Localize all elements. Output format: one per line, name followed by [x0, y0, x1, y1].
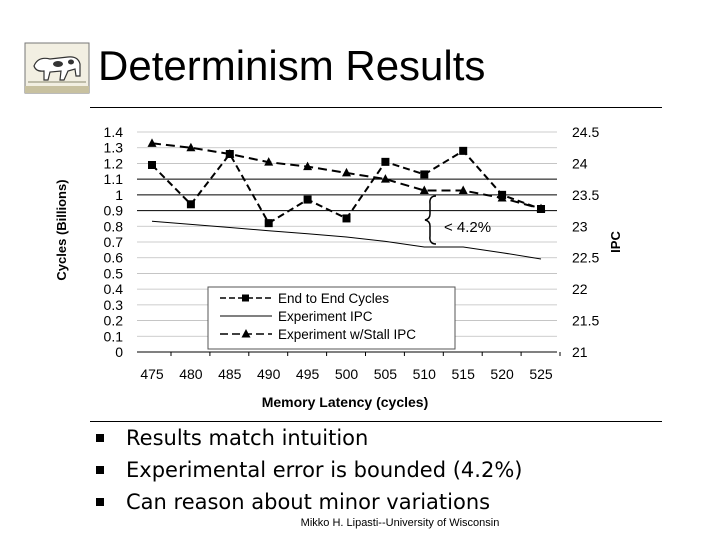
data-point-triangle [419, 185, 429, 194]
bullet-list: Results match intuition Experimental err… [96, 423, 522, 519]
y-tick-label: 0.3 [104, 297, 124, 313]
data-point-triangle [536, 203, 546, 213]
legend-label: Experiment w/Stall IPC [278, 327, 416, 342]
bullet-text: Experimental error is bounded (4.2%) [126, 458, 523, 482]
y-tick-label: 0.5 [104, 265, 124, 281]
bullet-text: Results match intuition [126, 426, 369, 450]
data-point-triangle [225, 149, 235, 158]
y-tick-label: 1.3 [104, 140, 124, 156]
y2-tick-label: 23.5 [572, 187, 599, 203]
chart-legend: End to End Cycles Experiment IPC Experimen… [207, 286, 456, 350]
y-tick-label: 1.1 [104, 171, 124, 187]
y2-tick-label: 21.5 [572, 313, 599, 329]
slide-footer: Mikko H. Lipasti--University of Wisconsi… [300, 517, 500, 529]
data-point-triangle [342, 167, 351, 177]
error-annotation: < 4.2% [444, 219, 491, 236]
y-tick-label: 1.2 [104, 155, 124, 171]
data-point-triangle [380, 174, 390, 183]
data-point-triangle [264, 157, 274, 166]
x-tick-label: 490 [257, 366, 281, 382]
bullet-item: Results match intuition [96, 423, 522, 455]
x-tick-label: 505 [374, 366, 398, 382]
y2-tick-label: 21 [572, 344, 588, 360]
bullet-square-icon [96, 498, 104, 506]
y-tick-label: 1 [115, 187, 123, 203]
error-brace [424, 195, 437, 245]
y-tick-label: 0.1 [104, 328, 124, 344]
y2-axis-label: IPC [608, 231, 623, 253]
bullet-item: Experimental error is bounded (4.2%) [96, 455, 522, 487]
bullet-square-icon [96, 434, 104, 442]
y-tick-label: 0.9 [104, 203, 124, 219]
x-tick-label: 475 [140, 366, 164, 382]
bullet-square-icon [96, 466, 104, 474]
bullet-text: Can reason about minor variations [126, 490, 491, 514]
data-point-square [148, 161, 156, 169]
y2-tick-label: 23 [572, 218, 588, 234]
right-axis-ticks: 21 21.5 22 22.5 23 23.5 24 24.5 [572, 124, 599, 360]
data-point-square [342, 214, 351, 223]
y2-tick-label: 24 [572, 155, 588, 171]
cow-logo-icon [24, 42, 90, 94]
data-point-square [186, 200, 195, 209]
y2-tick-label: 22.5 [572, 250, 599, 266]
x-tick-label: 495 [296, 366, 320, 382]
x-axis-label: Memory Latency (cycles) [262, 394, 429, 410]
series-line [151, 149, 542, 225]
legend-marker-square [242, 294, 249, 302]
data-point-square [381, 157, 390, 166]
data-point-square [264, 219, 273, 228]
x-tick-label: 480 [179, 366, 203, 382]
x-tick-label: 485 [218, 366, 242, 382]
data-point-triangle [458, 185, 468, 194]
x-tick-label: 510 [413, 366, 437, 382]
chart-divider [90, 421, 662, 422]
left-axis-ticks: 00.10.20.30.40.50.60.70.80.911.11.21.31.… [104, 124, 124, 360]
series-line [151, 220, 542, 260]
determinism-chart: 00.10.20.30.40.50.60.70.80.911.11.21.31.… [54, 124, 623, 410]
x-axis-ticks: 475 480 485 490 495 500 505 510 515 520 525 [140, 352, 561, 382]
data-point-triangle [303, 161, 313, 171]
legend-label: End to End Cycles [278, 291, 389, 306]
data-point-square [420, 170, 429, 179]
y-tick-label: 1.4 [104, 124, 124, 140]
y-tick-label: 0 [115, 344, 123, 360]
y-tick-label: 0.7 [104, 234, 124, 250]
x-tick-label: 525 [529, 366, 553, 382]
title-divider [90, 107, 662, 108]
data-point-square [303, 195, 312, 204]
y-tick-label: 0.6 [104, 250, 124, 266]
series-markers [147, 138, 546, 228]
data-point-square [459, 146, 468, 155]
slide-title: Determinism Results [98, 42, 486, 89]
x-tick-label: 515 [452, 366, 476, 382]
x-tick-label: 520 [490, 366, 514, 382]
y-tick-label: 0.8 [104, 218, 124, 234]
bullet-item: Can reason about minor variations [96, 487, 522, 519]
legend-label: Experiment IPC [278, 309, 373, 324]
y2-tick-label: 24.5 [572, 124, 599, 140]
y-tick-label: 0.2 [104, 313, 124, 329]
data-point-triangle [497, 193, 507, 202]
y-axis-label: Cycles (Billions) [54, 179, 69, 280]
data-point-triangle [186, 142, 196, 152]
y2-tick-label: 22 [572, 281, 588, 297]
legend-marker-triangle [241, 329, 251, 338]
y-tick-label: 0.4 [104, 281, 124, 297]
data-point-triangle [147, 138, 157, 147]
x-tick-label: 500 [335, 366, 359, 382]
